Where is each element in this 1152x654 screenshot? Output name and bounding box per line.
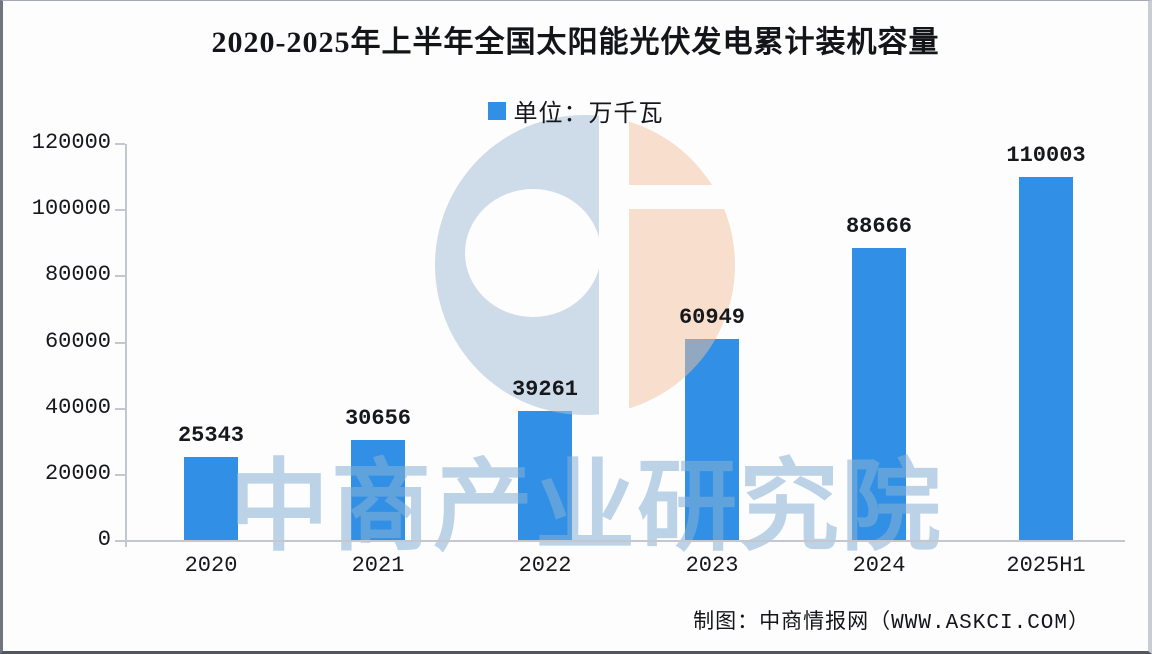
y-axis-tick-label: 0: [97, 527, 111, 552]
y-axis-tick: [115, 209, 125, 212]
bar-value-label: 110003: [1006, 143, 1086, 168]
legend-label: 单位：万千瓦: [513, 100, 664, 127]
y-axis-tick: [115, 407, 125, 410]
bar-value-label: 30656: [344, 406, 411, 431]
x-axis-tick-label: 2024: [852, 553, 906, 578]
bar-2024: [852, 248, 906, 541]
bar-value-label: 88666: [845, 214, 912, 239]
x-axis-line: [125, 540, 1125, 542]
bar-value-label: 25343: [177, 423, 244, 448]
y-axis-tick-label: 60000: [44, 328, 111, 354]
askci-circle-logo-watermark: [435, 115, 735, 415]
y-axis-tick-label: 20000: [44, 460, 111, 486]
bar-2021: [351, 440, 405, 541]
labels-layer: 0 20000 40000 60000 80000 100000 120000 25343 20…: [3, 1, 1148, 651]
bar-2020: [184, 457, 238, 541]
x-axis-tick-label: 2022: [518, 553, 572, 578]
y-axis-tick: [115, 143, 125, 145]
y-axis-tick: [115, 275, 125, 278]
x-axis-tick-label: 2020: [184, 553, 238, 578]
y-axis-tick: [115, 341, 125, 344]
x-axis-tick-label: 2025H1: [1006, 553, 1086, 578]
legend-swatch-icon: [487, 101, 506, 120]
y-axis-tick-label: 120000: [31, 130, 111, 155]
bars-layer: [3, 1, 1148, 651]
x-axis-tick-label: 2023: [685, 553, 739, 578]
bar-2022: [518, 411, 572, 541]
logo-c-shape: [435, 115, 599, 415]
bar-value-label: 60949: [678, 305, 745, 330]
chart-title: 2020-2025年上半年全国太阳能光伏发电累计装机容量: [211, 26, 940, 59]
y-axis-tick-label: 40000: [44, 394, 111, 420]
y-axis-tick-label: 80000: [44, 262, 111, 288]
y-axis-tick: [115, 473, 125, 476]
bar-value-label: 39261: [511, 377, 578, 402]
legend: 单位：万千瓦: [3, 93, 1148, 128]
footer-credit: 制图：中商情报网（WWW.ASKCI.COM）: [693, 612, 1090, 635]
y-axis-tick: [115, 540, 125, 542]
bar-2023: [685, 339, 739, 541]
y-axis-line: [125, 144, 127, 547]
y-axis-tick-label: 100000: [31, 196, 111, 222]
bar-2025H1: [1019, 177, 1073, 541]
x-axis-tick-label: 2021: [351, 553, 405, 578]
